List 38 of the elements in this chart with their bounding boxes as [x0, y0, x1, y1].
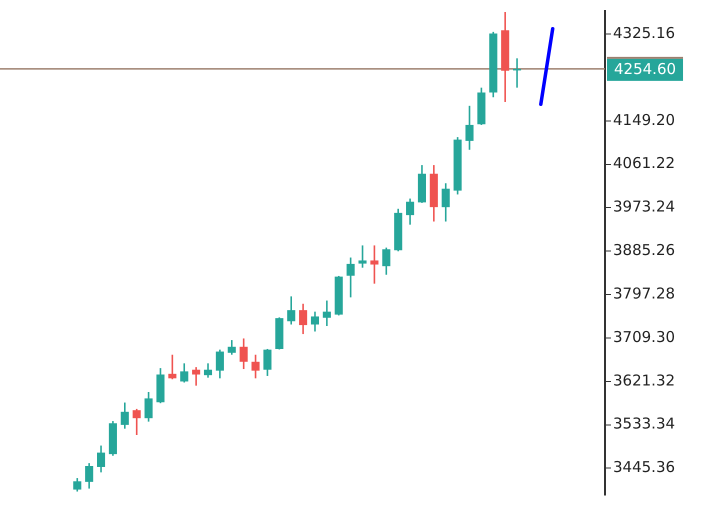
candlestick: [85, 462, 94, 490]
candlestick: [263, 348, 272, 377]
candlestick: [144, 391, 153, 422]
candlestick: [370, 244, 378, 284]
y-tick-label: 3797.28: [613, 284, 676, 302]
y-tick-label: 3973.24: [613, 198, 676, 216]
candlestick: [96, 444, 106, 474]
candlestick: [168, 354, 176, 380]
candlestick: [442, 182, 450, 222]
candlestick: [346, 256, 355, 298]
candlestick: [228, 339, 236, 356]
candlestick: [287, 296, 296, 326]
y-tick-label: 4061.22: [613, 154, 676, 172]
candlestick: [382, 246, 390, 276]
y-tick-label: 3885.26: [613, 241, 676, 260]
y-tick-label: 4149.20: [613, 110, 676, 129]
candlestick: [192, 366, 200, 386]
candlestick: [322, 300, 331, 327]
candlestick: [513, 58, 522, 88]
candlestick: [299, 302, 308, 335]
ref-line-label: 4254.60: [614, 60, 676, 78]
y-tick-label: 4325.16: [613, 24, 676, 42]
candlestick: [120, 402, 129, 430]
y-tick-label: 3709.30: [613, 328, 676, 346]
y-tick-label: 3445.36: [613, 458, 676, 476]
candlestick: [358, 244, 367, 269]
candlestick: [216, 348, 224, 380]
candlestick: [406, 198, 414, 226]
candlestick: [204, 362, 212, 378]
candlestick: [310, 310, 320, 332]
candlestick: [465, 105, 474, 151]
y-tick-label: 3533.34: [613, 414, 676, 433]
candlestick: [252, 354, 260, 380]
y-tick-label: 3621.32: [613, 371, 676, 390]
candlestick: [73, 477, 82, 492]
candlestick: [240, 338, 248, 370]
candlestick: [132, 408, 141, 436]
candlestick: [180, 362, 188, 384]
